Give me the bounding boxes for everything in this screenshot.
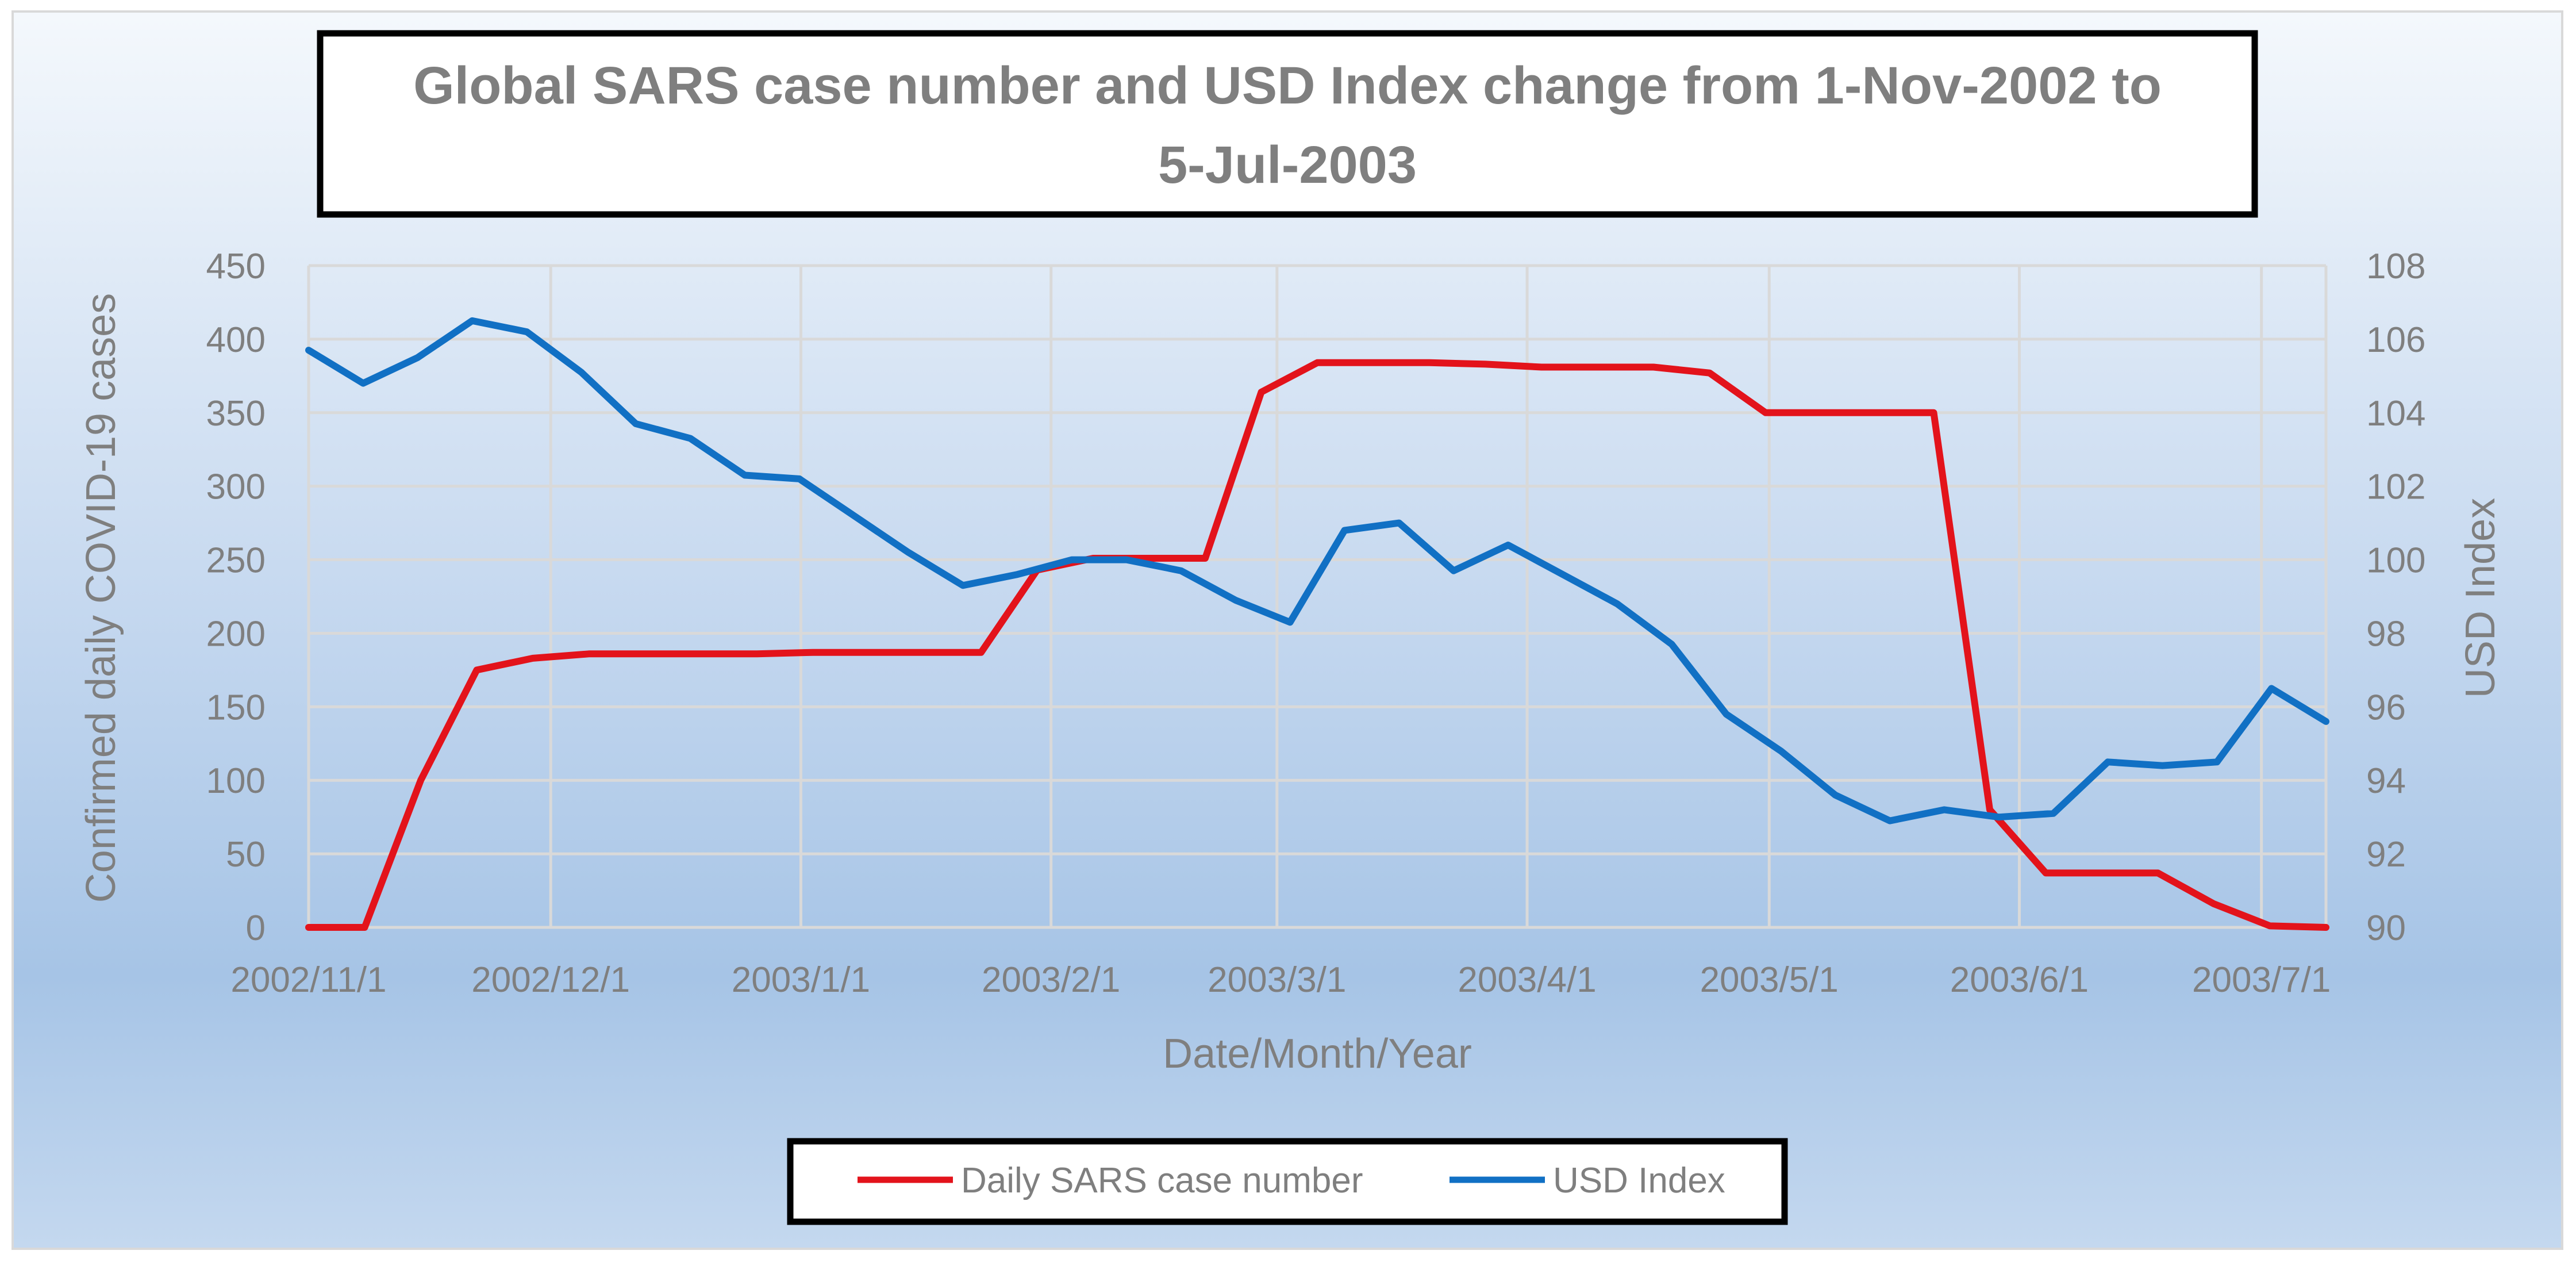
x-tick-label: 2003/3/1 [1208, 960, 1346, 1000]
y-axis-right-title: USD Index [2458, 498, 2504, 698]
y-right-tick-label: 106 [2366, 320, 2425, 360]
series-lines [305, 317, 2329, 931]
y-axis-right-ticks: 90 92 94 96 98 100 102 104 106 108 [2366, 247, 2425, 948]
y-left-tick-label: 400 [206, 320, 266, 360]
y-right-tick-label: 104 [2366, 394, 2425, 434]
x-tick-label: 2003/2/1 [982, 960, 1120, 1000]
chart-title-line-1: Global SARS case number and USD Index ch… [413, 56, 2162, 115]
y-left-tick-label: 350 [206, 394, 266, 434]
y-right-tick-label: 108 [2366, 247, 2425, 286]
legend-label-sars: Daily SARS case number [961, 1161, 1363, 1200]
y-left-tick-label: 300 [206, 467, 266, 507]
legend-label-usd: USD Index [1553, 1161, 1725, 1200]
x-tick-label: 2002/11/1 [230, 960, 386, 1000]
y-left-tick-label: 100 [206, 761, 266, 801]
x-tick-label: 2003/7/1 [2192, 960, 2331, 1000]
y-right-tick-label: 96 [2366, 688, 2406, 727]
y-right-tick-label: 102 [2366, 467, 2425, 507]
y-axis-left-ticks: 0 50 100 150 200 250 300 350 400 450 [206, 247, 266, 948]
y-left-tick-label: 0 [246, 908, 266, 948]
x-axis-ticks: 2002/11/1 2002/12/1 2003/1/1 2003/2/1 2003/3… [230, 960, 2331, 1000]
chart-title-line-2: 5-Jul-2003 [1158, 136, 1417, 194]
y-left-tick-label: 50 [226, 835, 266, 874]
y-left-tick-label: 200 [206, 614, 266, 654]
x-tick-label: 2002/12/1 [471, 960, 630, 1000]
y-axis-left-title: Confirmed daily COVID-19 cases [78, 293, 124, 903]
y-right-tick-label: 92 [2366, 835, 2406, 874]
title-box [317, 30, 2258, 218]
gridlines [307, 264, 2328, 929]
y-right-tick-label: 100 [2366, 541, 2425, 581]
y-right-tick-label: 94 [2366, 761, 2406, 801]
x-tick-label: 2003/6/1 [1950, 960, 2089, 1000]
y-left-tick-label: 450 [206, 247, 266, 286]
x-tick-label: 2003/1/1 [732, 960, 870, 1000]
y-right-tick-label: 98 [2366, 614, 2406, 654]
legend-box [787, 1138, 1788, 1225]
y-left-tick-label: 250 [206, 541, 266, 581]
y-right-tick-label: 90 [2366, 908, 2406, 948]
series-line-usd [305, 317, 2329, 824]
x-tick-label: 2003/4/1 [1458, 960, 1596, 1000]
x-tick-label: 2003/5/1 [1700, 960, 1839, 1000]
series-line-sars [305, 359, 2329, 931]
y-left-tick-label: 150 [206, 688, 266, 727]
x-axis-title: Date/Month/Year [1163, 1031, 1472, 1077]
